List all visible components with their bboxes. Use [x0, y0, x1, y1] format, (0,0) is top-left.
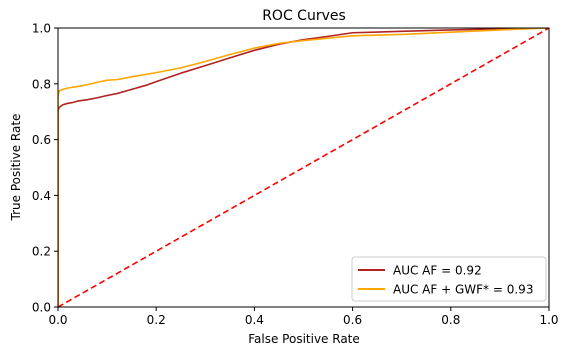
x-tick-label: 0.6 — [343, 313, 362, 327]
y-tick-label: 0.2 — [32, 245, 51, 259]
chart-title: ROC Curves — [262, 8, 346, 24]
y-tick-label: 1.0 — [32, 22, 51, 36]
series-line-auc-af-0-92 — [58, 28, 549, 307]
series-line-auc-af-gwf-0-93 — [58, 28, 549, 307]
y-tick-label: 0.6 — [32, 133, 51, 147]
x-axis-label: False Positive Rate — [248, 332, 360, 346]
x-tick-label: 0.2 — [147, 313, 166, 327]
y-axis-label: True Positive Rate — [9, 114, 23, 222]
legend-frame — [351, 256, 547, 302]
axes-frame — [57, 27, 550, 308]
x-tick-label: 1.0 — [539, 313, 558, 327]
y-tick-label: 0.4 — [32, 189, 51, 203]
x-tick-label: 0.4 — [245, 313, 264, 327]
x-tick-label: 0.8 — [441, 313, 460, 327]
plot-layer — [58, 28, 549, 307]
legend-label-af: AUC AF = 0.92 — [393, 264, 482, 278]
series-line-chance-diagonal — [58, 28, 549, 307]
legend-label-af-gwf: AUC AF + GWF* = 0.93 — [393, 283, 533, 297]
legend: AUC AF = 0.92 AUC AF + GWF* = 0.93 — [351, 256, 547, 302]
y-tick-label: 0.0 — [32, 301, 51, 315]
x-tick-label: 0.0 — [48, 313, 67, 327]
axis-layer: 0.0 0.2 0.4 0.6 0.8 1.0 0.0 0.2 0.4 0.6 0.8 1.0 — [32, 22, 559, 328]
y-tick-label: 0.8 — [32, 77, 51, 91]
